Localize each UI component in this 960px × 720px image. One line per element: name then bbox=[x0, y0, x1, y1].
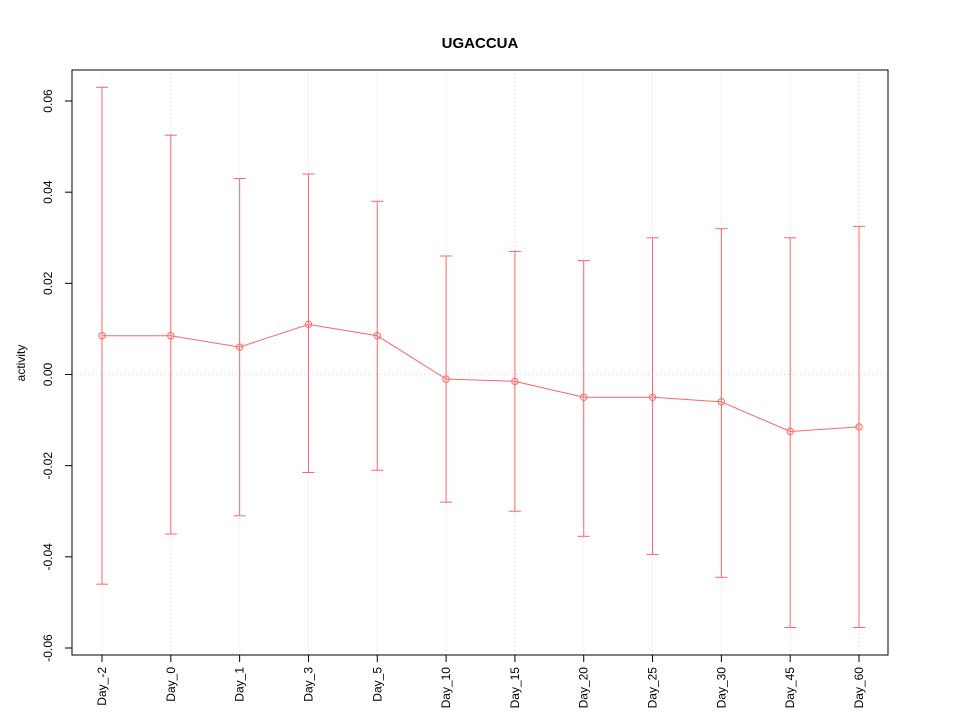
x-tick-label: Day_1 bbox=[233, 667, 247, 702]
x-tick-label: Day_-2 bbox=[95, 667, 109, 706]
data-point bbox=[511, 377, 519, 386]
plot-border bbox=[71, 69, 889, 656]
data-point bbox=[717, 398, 726, 406]
data-point bbox=[373, 332, 381, 340]
y-tick-label: -0.06 bbox=[41, 634, 55, 662]
series-layer bbox=[96, 86, 865, 628]
x-tick-label: Day_45 bbox=[783, 667, 797, 709]
data-point bbox=[167, 332, 175, 340]
x-tick-label: Day_30 bbox=[714, 667, 728, 709]
data-point bbox=[786, 427, 794, 436]
y-tick-label: 0.02 bbox=[41, 271, 55, 295]
y-axis-label: activity bbox=[14, 345, 28, 382]
data-point bbox=[235, 343, 244, 351]
x-tick-label: Day_15 bbox=[508, 667, 522, 709]
x-tick-label: Day_5 bbox=[370, 667, 384, 702]
x-tick-label: Day_60 bbox=[852, 667, 866, 709]
data-point bbox=[855, 423, 863, 431]
data-point bbox=[98, 332, 106, 340]
y-tick-label: 0.06 bbox=[41, 89, 55, 113]
y-tick-label: 0.04 bbox=[41, 180, 55, 204]
data-point bbox=[442, 375, 450, 383]
x-tick-label: Day_10 bbox=[439, 667, 453, 709]
data-point bbox=[580, 393, 588, 401]
chart-title: UGACCUA bbox=[442, 35, 519, 52]
data-point bbox=[304, 320, 313, 329]
axes: -0.06 -0.04 -0.02 0.00 0.02 0.04 0.06 Day_-2 Day… bbox=[41, 89, 866, 708]
x-tick-label: Day_25 bbox=[646, 667, 660, 709]
y-tick-label: -0.04 bbox=[41, 543, 55, 571]
x-tick-label: Day_20 bbox=[577, 667, 591, 709]
x-tick-label: Day_0 bbox=[164, 667, 178, 702]
gridlines bbox=[72, 70, 888, 655]
mean-line bbox=[102, 323, 860, 432]
y-tick-label: 0.00 bbox=[41, 362, 55, 386]
data-point bbox=[648, 393, 657, 401]
x-tick-label: Day_3 bbox=[301, 667, 315, 702]
y-tick-label: -0.02 bbox=[41, 452, 55, 480]
